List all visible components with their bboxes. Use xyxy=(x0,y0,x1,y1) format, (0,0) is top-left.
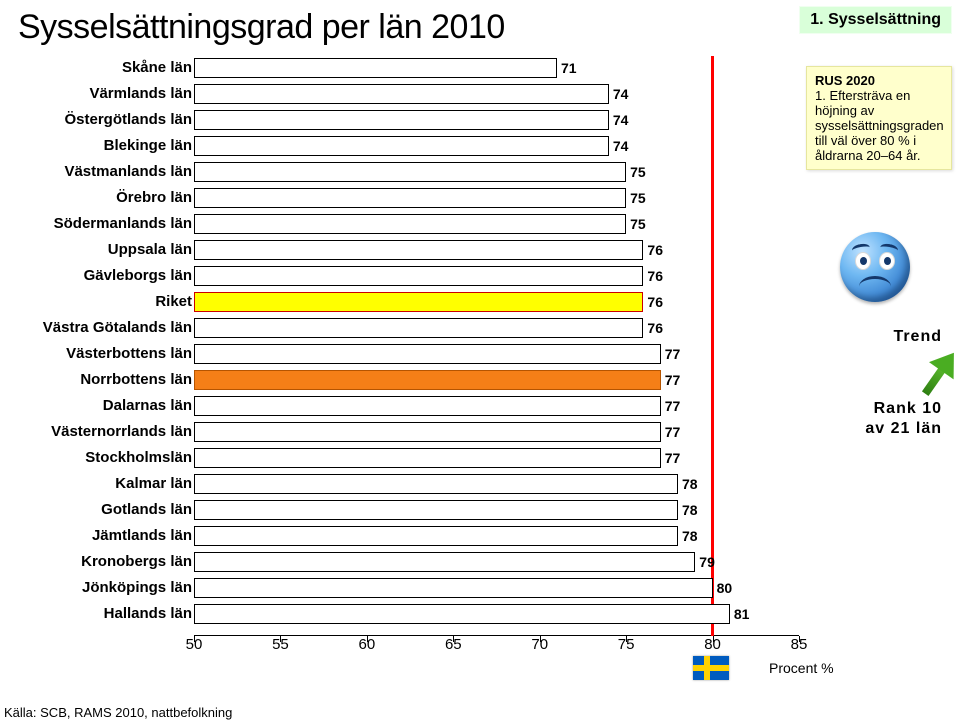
page-title: Sysselsättningsgrad per län 2010 xyxy=(18,8,505,47)
category-label: Jämtlands län xyxy=(12,526,192,546)
x-tick: 50 xyxy=(186,636,203,653)
category-label: Västernorrlands län xyxy=(12,422,192,442)
rus-text: 1. Eftersträva en höjning av sysselsättn… xyxy=(815,88,944,163)
bar-value: 81 xyxy=(734,604,750,624)
up-arrow-icon xyxy=(913,346,960,403)
sad-face-icon xyxy=(840,232,910,302)
bar xyxy=(194,266,643,286)
bar xyxy=(194,552,695,572)
bar xyxy=(194,110,609,130)
bar xyxy=(194,162,626,182)
bar xyxy=(194,84,609,104)
category-label: Dalarnas län xyxy=(12,396,192,416)
category-label: Riket xyxy=(12,292,192,312)
x-axis-title: Procent % xyxy=(769,660,834,676)
category-label: Stockholmslän xyxy=(12,448,192,468)
bar-value: 75 xyxy=(630,214,646,234)
x-tick: 60 xyxy=(359,636,376,653)
bar xyxy=(194,318,643,338)
bar xyxy=(194,422,661,442)
x-tick: 75 xyxy=(618,636,635,653)
sweden-flag-icon xyxy=(693,656,729,680)
bar xyxy=(194,240,643,260)
x-tick: 85 xyxy=(791,636,808,653)
section-badge: 1. Sysselsättning xyxy=(799,6,952,34)
bar-value: 76 xyxy=(647,240,663,260)
bar-value: 77 xyxy=(665,422,681,442)
bar-value: 76 xyxy=(647,266,663,286)
bar-value: 76 xyxy=(647,292,663,312)
bar-value: 78 xyxy=(682,526,698,546)
category-label: Jönköpings län xyxy=(12,578,192,598)
bar-value: 74 xyxy=(613,136,629,156)
bar xyxy=(194,214,626,234)
bar-value: 77 xyxy=(665,370,681,390)
bar xyxy=(194,370,661,390)
bar-value: 77 xyxy=(665,448,681,468)
rus-2020-note: RUS 2020 1. Eftersträva en höjning av sy… xyxy=(806,66,952,170)
trend-label: Trend xyxy=(893,328,942,346)
x-tick: 80 xyxy=(704,636,721,653)
bar-value: 79 xyxy=(699,552,715,572)
bar-value: 75 xyxy=(630,162,646,182)
bar-value: 71 xyxy=(561,58,577,78)
category-label: Västerbottens län xyxy=(12,344,192,364)
category-label: Gävleborgs län xyxy=(12,266,192,286)
bar xyxy=(194,136,609,156)
bar xyxy=(194,344,661,364)
category-label: Hallands län xyxy=(12,604,192,624)
category-label: Västmanlands län xyxy=(12,162,192,182)
bar-value: 74 xyxy=(613,84,629,104)
category-label: Skåne län xyxy=(12,58,192,78)
bar-value: 77 xyxy=(665,396,681,416)
category-label: Kalmar län xyxy=(12,474,192,494)
category-label: Blekinge län xyxy=(12,136,192,156)
category-label: Örebro län xyxy=(12,188,192,208)
bar xyxy=(194,58,557,78)
page-root: Sysselsättningsgrad per län 2010 1. Syss… xyxy=(0,0,960,726)
bar xyxy=(194,604,730,624)
category-label: Västra Götalands län xyxy=(12,318,192,338)
bar xyxy=(194,500,678,520)
bar-value: 75 xyxy=(630,188,646,208)
source-text: Källa: SCB, RAMS 2010, nattbefolkning xyxy=(4,705,232,720)
bar xyxy=(194,474,678,494)
bar-value: 78 xyxy=(682,500,698,520)
bar xyxy=(194,578,713,598)
bar-value: 74 xyxy=(613,110,629,130)
bar-value: 76 xyxy=(647,318,663,338)
category-label: Norrbottens län xyxy=(12,370,192,390)
x-tick: 55 xyxy=(272,636,289,653)
category-label: Östergötlands län xyxy=(12,110,192,130)
x-tick: 65 xyxy=(445,636,462,653)
category-label: Södermanlands län xyxy=(12,214,192,234)
bar xyxy=(194,448,661,468)
bar-chart: 7174747475757576767676777777777778787879… xyxy=(4,50,824,670)
x-tick: 70 xyxy=(531,636,548,653)
bar-value: 77 xyxy=(665,344,681,364)
rank-line1: Rank 10 xyxy=(874,400,942,418)
category-label: Gotlands län xyxy=(12,500,192,520)
bar-value: 78 xyxy=(682,474,698,494)
plot-area: 7174747475757576767676777777777778787879… xyxy=(194,56,799,636)
bar xyxy=(194,292,643,312)
bar xyxy=(194,396,661,416)
category-label: Kronobergs län xyxy=(12,552,192,572)
target-line xyxy=(711,56,714,636)
category-label: Värmlands län xyxy=(12,84,192,104)
category-label: Uppsala län xyxy=(12,240,192,260)
bar xyxy=(194,188,626,208)
rank-line2: av 21 län xyxy=(865,420,942,438)
bar-value: 80 xyxy=(717,578,733,598)
bar xyxy=(194,526,678,546)
